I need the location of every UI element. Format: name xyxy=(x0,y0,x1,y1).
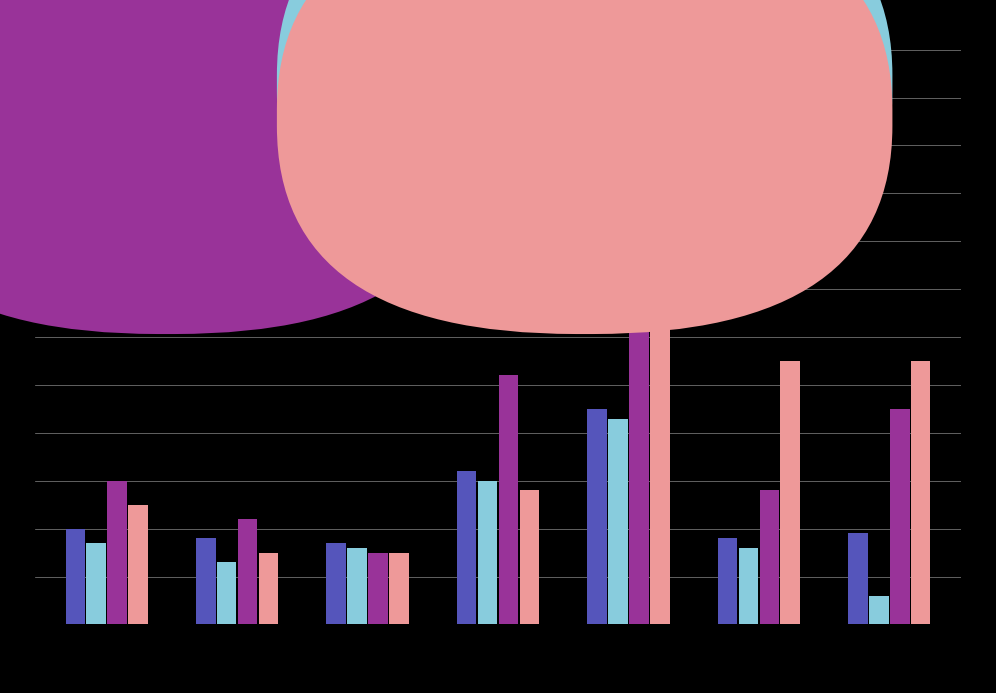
Bar xyxy=(369,552,387,624)
Bar xyxy=(650,203,669,624)
Bar xyxy=(781,361,800,624)
Bar xyxy=(718,538,737,624)
Bar xyxy=(128,505,147,624)
Bar xyxy=(499,376,518,624)
Bar xyxy=(588,409,607,624)
Bar xyxy=(890,409,909,624)
Bar xyxy=(870,596,888,624)
Bar xyxy=(389,552,408,624)
Bar xyxy=(520,491,539,624)
Bar xyxy=(259,552,278,624)
Bar xyxy=(238,519,257,624)
Bar xyxy=(87,543,106,624)
Bar xyxy=(609,419,627,624)
Bar xyxy=(108,481,126,624)
Bar xyxy=(217,562,236,624)
Bar xyxy=(348,548,367,624)
Bar xyxy=(196,538,215,624)
Bar xyxy=(327,543,346,624)
Bar xyxy=(739,548,758,624)
Bar xyxy=(66,529,85,624)
Bar xyxy=(760,491,779,624)
Bar xyxy=(849,534,868,624)
Bar xyxy=(478,481,497,624)
Bar xyxy=(457,471,476,624)
Bar xyxy=(911,361,930,624)
Bar xyxy=(629,184,648,624)
